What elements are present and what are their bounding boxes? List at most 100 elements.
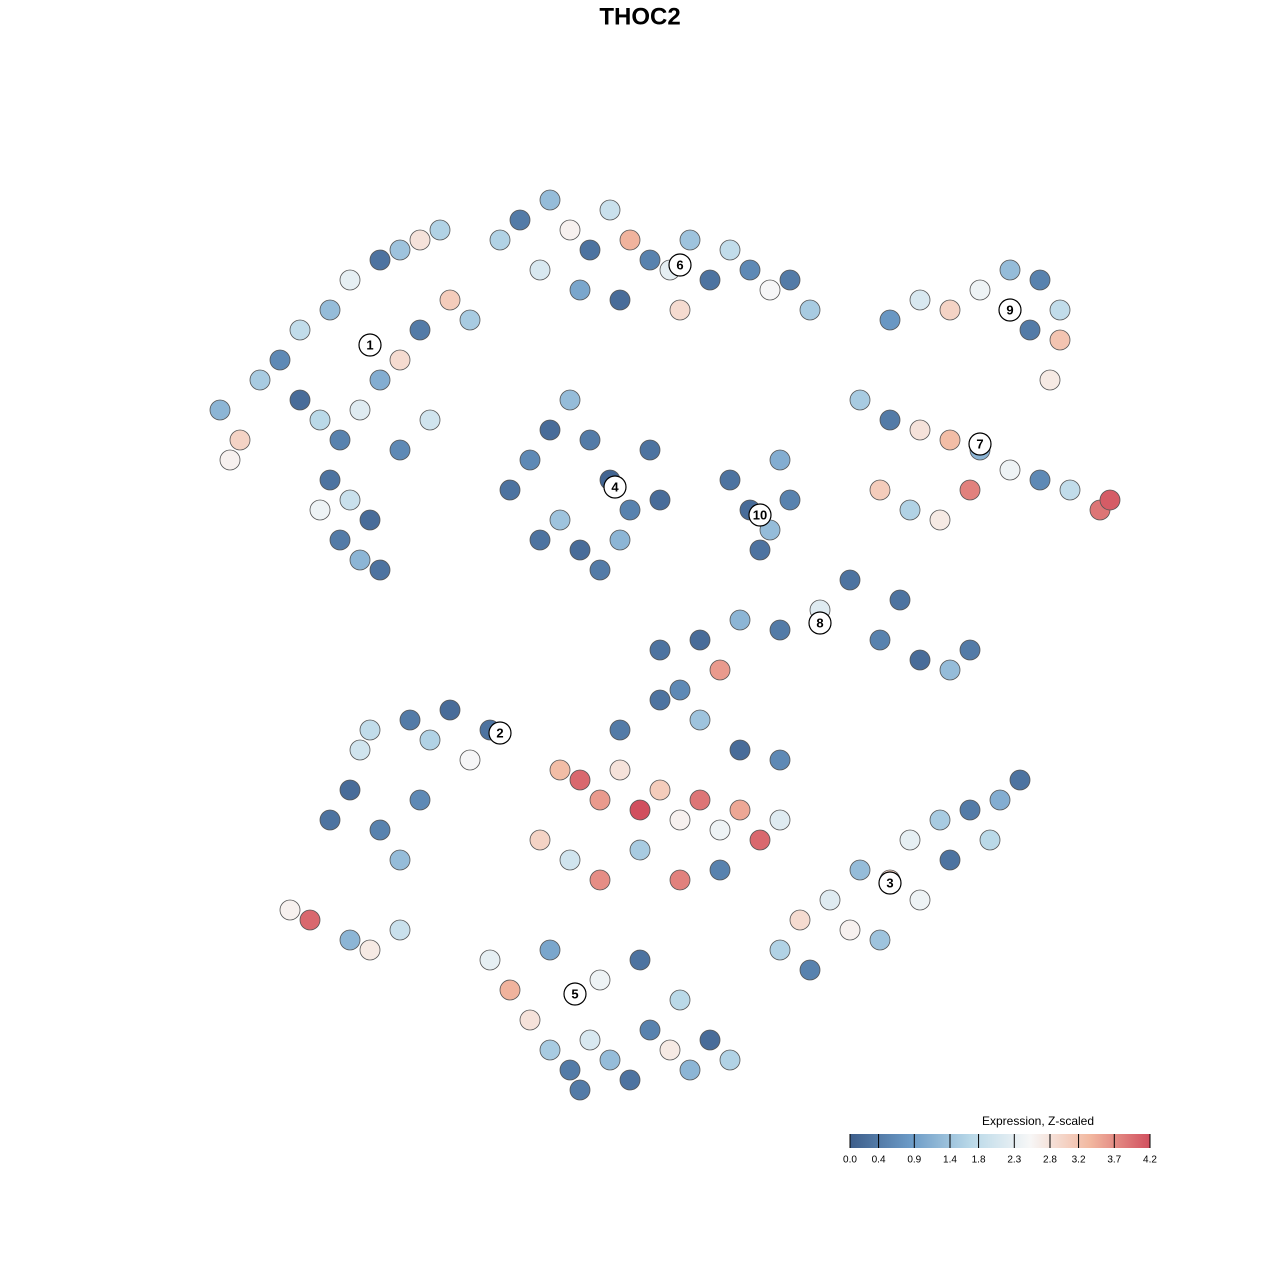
point (339, 269, 361, 291)
point (869, 479, 891, 501)
colorbar-tick-label: 0.0 (843, 1155, 857, 1166)
point (999, 259, 1021, 281)
cluster-label: 2 (496, 725, 503, 740)
point (599, 1049, 621, 1071)
colorbar-tick-label: 3.2 (1072, 1155, 1086, 1166)
point (409, 229, 431, 251)
point (339, 779, 361, 801)
point (309, 499, 331, 521)
point (709, 859, 731, 881)
point (369, 819, 391, 841)
point (269, 349, 291, 371)
point (589, 789, 611, 811)
point (629, 839, 651, 861)
point (439, 699, 461, 721)
point (529, 529, 551, 551)
point (369, 559, 391, 581)
point (1059, 479, 1081, 501)
cluster-label: 3 (886, 875, 893, 890)
point (539, 939, 561, 961)
point (219, 449, 241, 471)
point (569, 769, 591, 791)
point (359, 939, 381, 961)
point (489, 229, 511, 251)
cluster-label: 7 (976, 436, 983, 451)
point (499, 479, 521, 501)
point (579, 1029, 601, 1051)
point (359, 509, 381, 531)
point (499, 979, 521, 1001)
point (609, 719, 631, 741)
point (749, 829, 771, 851)
point (689, 789, 711, 811)
point (319, 809, 341, 831)
point (1019, 319, 1041, 341)
point (769, 619, 791, 641)
point (849, 389, 871, 411)
point (649, 639, 671, 661)
colorbar-tick-label: 3.7 (1107, 1155, 1121, 1166)
point (559, 849, 581, 871)
point (439, 289, 461, 311)
point (339, 929, 361, 951)
point (769, 449, 791, 471)
point (909, 289, 931, 311)
point (969, 279, 991, 301)
colorbar-tick-label: 2.3 (1007, 1155, 1021, 1166)
point (719, 1049, 741, 1071)
point (899, 499, 921, 521)
point (849, 859, 871, 881)
colorbar: Expression, Z-scaled 0.0 0.4 0.9 1.4 1.8 2.3 2… (843, 1114, 1157, 1165)
point (879, 309, 901, 331)
point (629, 799, 651, 821)
point (559, 1059, 581, 1081)
point (909, 419, 931, 441)
cluster-marker (998, 298, 1022, 322)
point (959, 799, 981, 821)
point (769, 939, 791, 961)
point (619, 499, 641, 521)
colorbar-tick-label: 2.8 (1043, 1155, 1057, 1166)
point (649, 779, 671, 801)
point (309, 409, 331, 431)
point (939, 429, 961, 451)
point (679, 1059, 701, 1081)
point (249, 369, 271, 391)
point (319, 469, 341, 491)
point (299, 909, 321, 931)
point (959, 479, 981, 501)
cluster-label: 6 (676, 257, 683, 272)
point (769, 749, 791, 771)
point (329, 429, 351, 451)
point (899, 829, 921, 851)
point (289, 319, 311, 341)
point (459, 749, 481, 771)
cluster-marker (968, 432, 992, 456)
point (959, 639, 981, 661)
point (389, 849, 411, 871)
point (579, 239, 601, 261)
point (839, 569, 861, 591)
colorbar-gradient (850, 1134, 1150, 1148)
point (1029, 469, 1051, 491)
point (689, 629, 711, 651)
point (669, 809, 691, 831)
point (519, 449, 541, 471)
cluster-marker (668, 253, 692, 277)
point (639, 439, 661, 461)
point (529, 259, 551, 281)
point (879, 409, 901, 431)
point (729, 609, 751, 631)
point (679, 229, 701, 251)
point (589, 869, 611, 891)
point (329, 529, 351, 551)
point (729, 739, 751, 761)
point (799, 959, 821, 981)
cluster-label: 5 (571, 986, 578, 1001)
point (889, 589, 911, 611)
point (389, 349, 411, 371)
point (709, 819, 731, 841)
point (869, 629, 891, 651)
point (1009, 769, 1031, 791)
point (419, 729, 441, 751)
